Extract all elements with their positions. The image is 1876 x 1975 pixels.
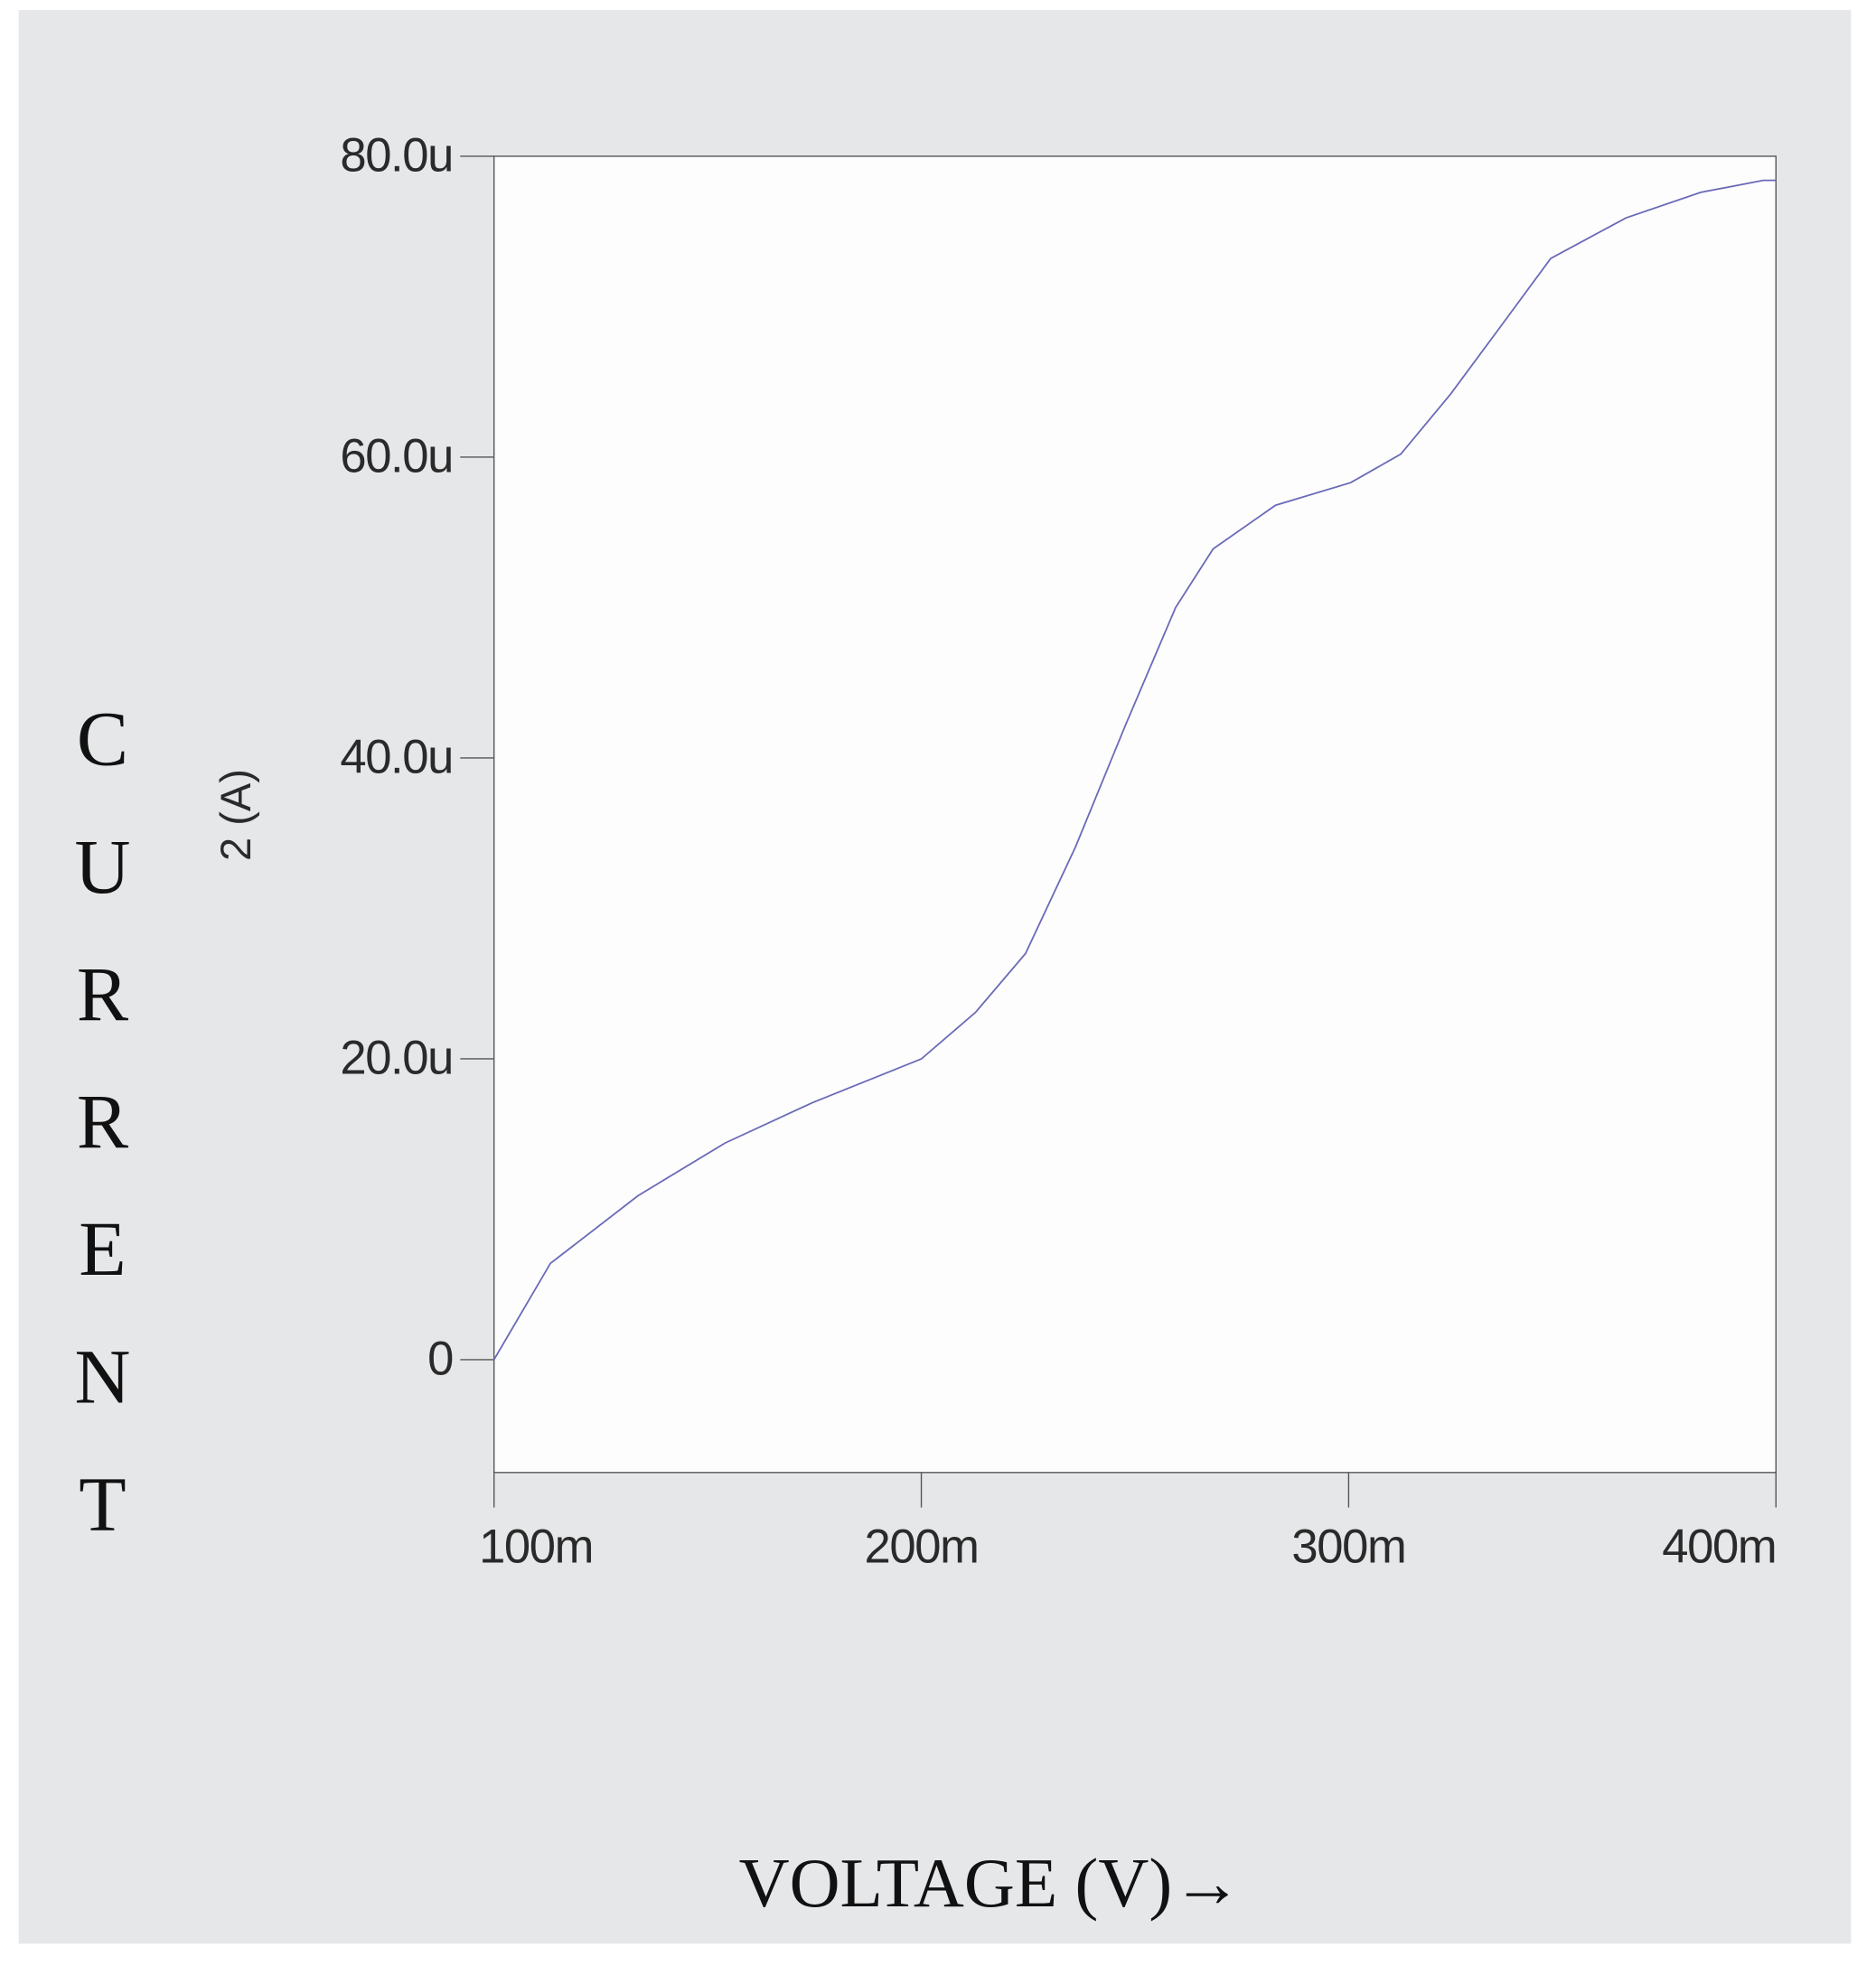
y-tick-label: 40.0u (340, 731, 453, 784)
x-tick-label: 100m (479, 1520, 593, 1573)
line-series (492, 179, 1777, 1361)
y-axis-unit: 2 (A) (211, 769, 259, 861)
x-axis-title: VOLTAGE (V)→ (739, 1844, 1243, 1922)
plot-area (492, 155, 1777, 1474)
x-tick-label: 300m (1291, 1520, 1405, 1573)
x-tick-label: 400m (1662, 1520, 1776, 1573)
y-tick-label: 60.0u (340, 430, 453, 483)
y-tick-label: 80.0u (340, 129, 453, 183)
y-tick-label: 0 (427, 1333, 453, 1386)
x-tick-label: 200m (865, 1520, 979, 1573)
y-tick-label: 20.0u (340, 1032, 453, 1085)
